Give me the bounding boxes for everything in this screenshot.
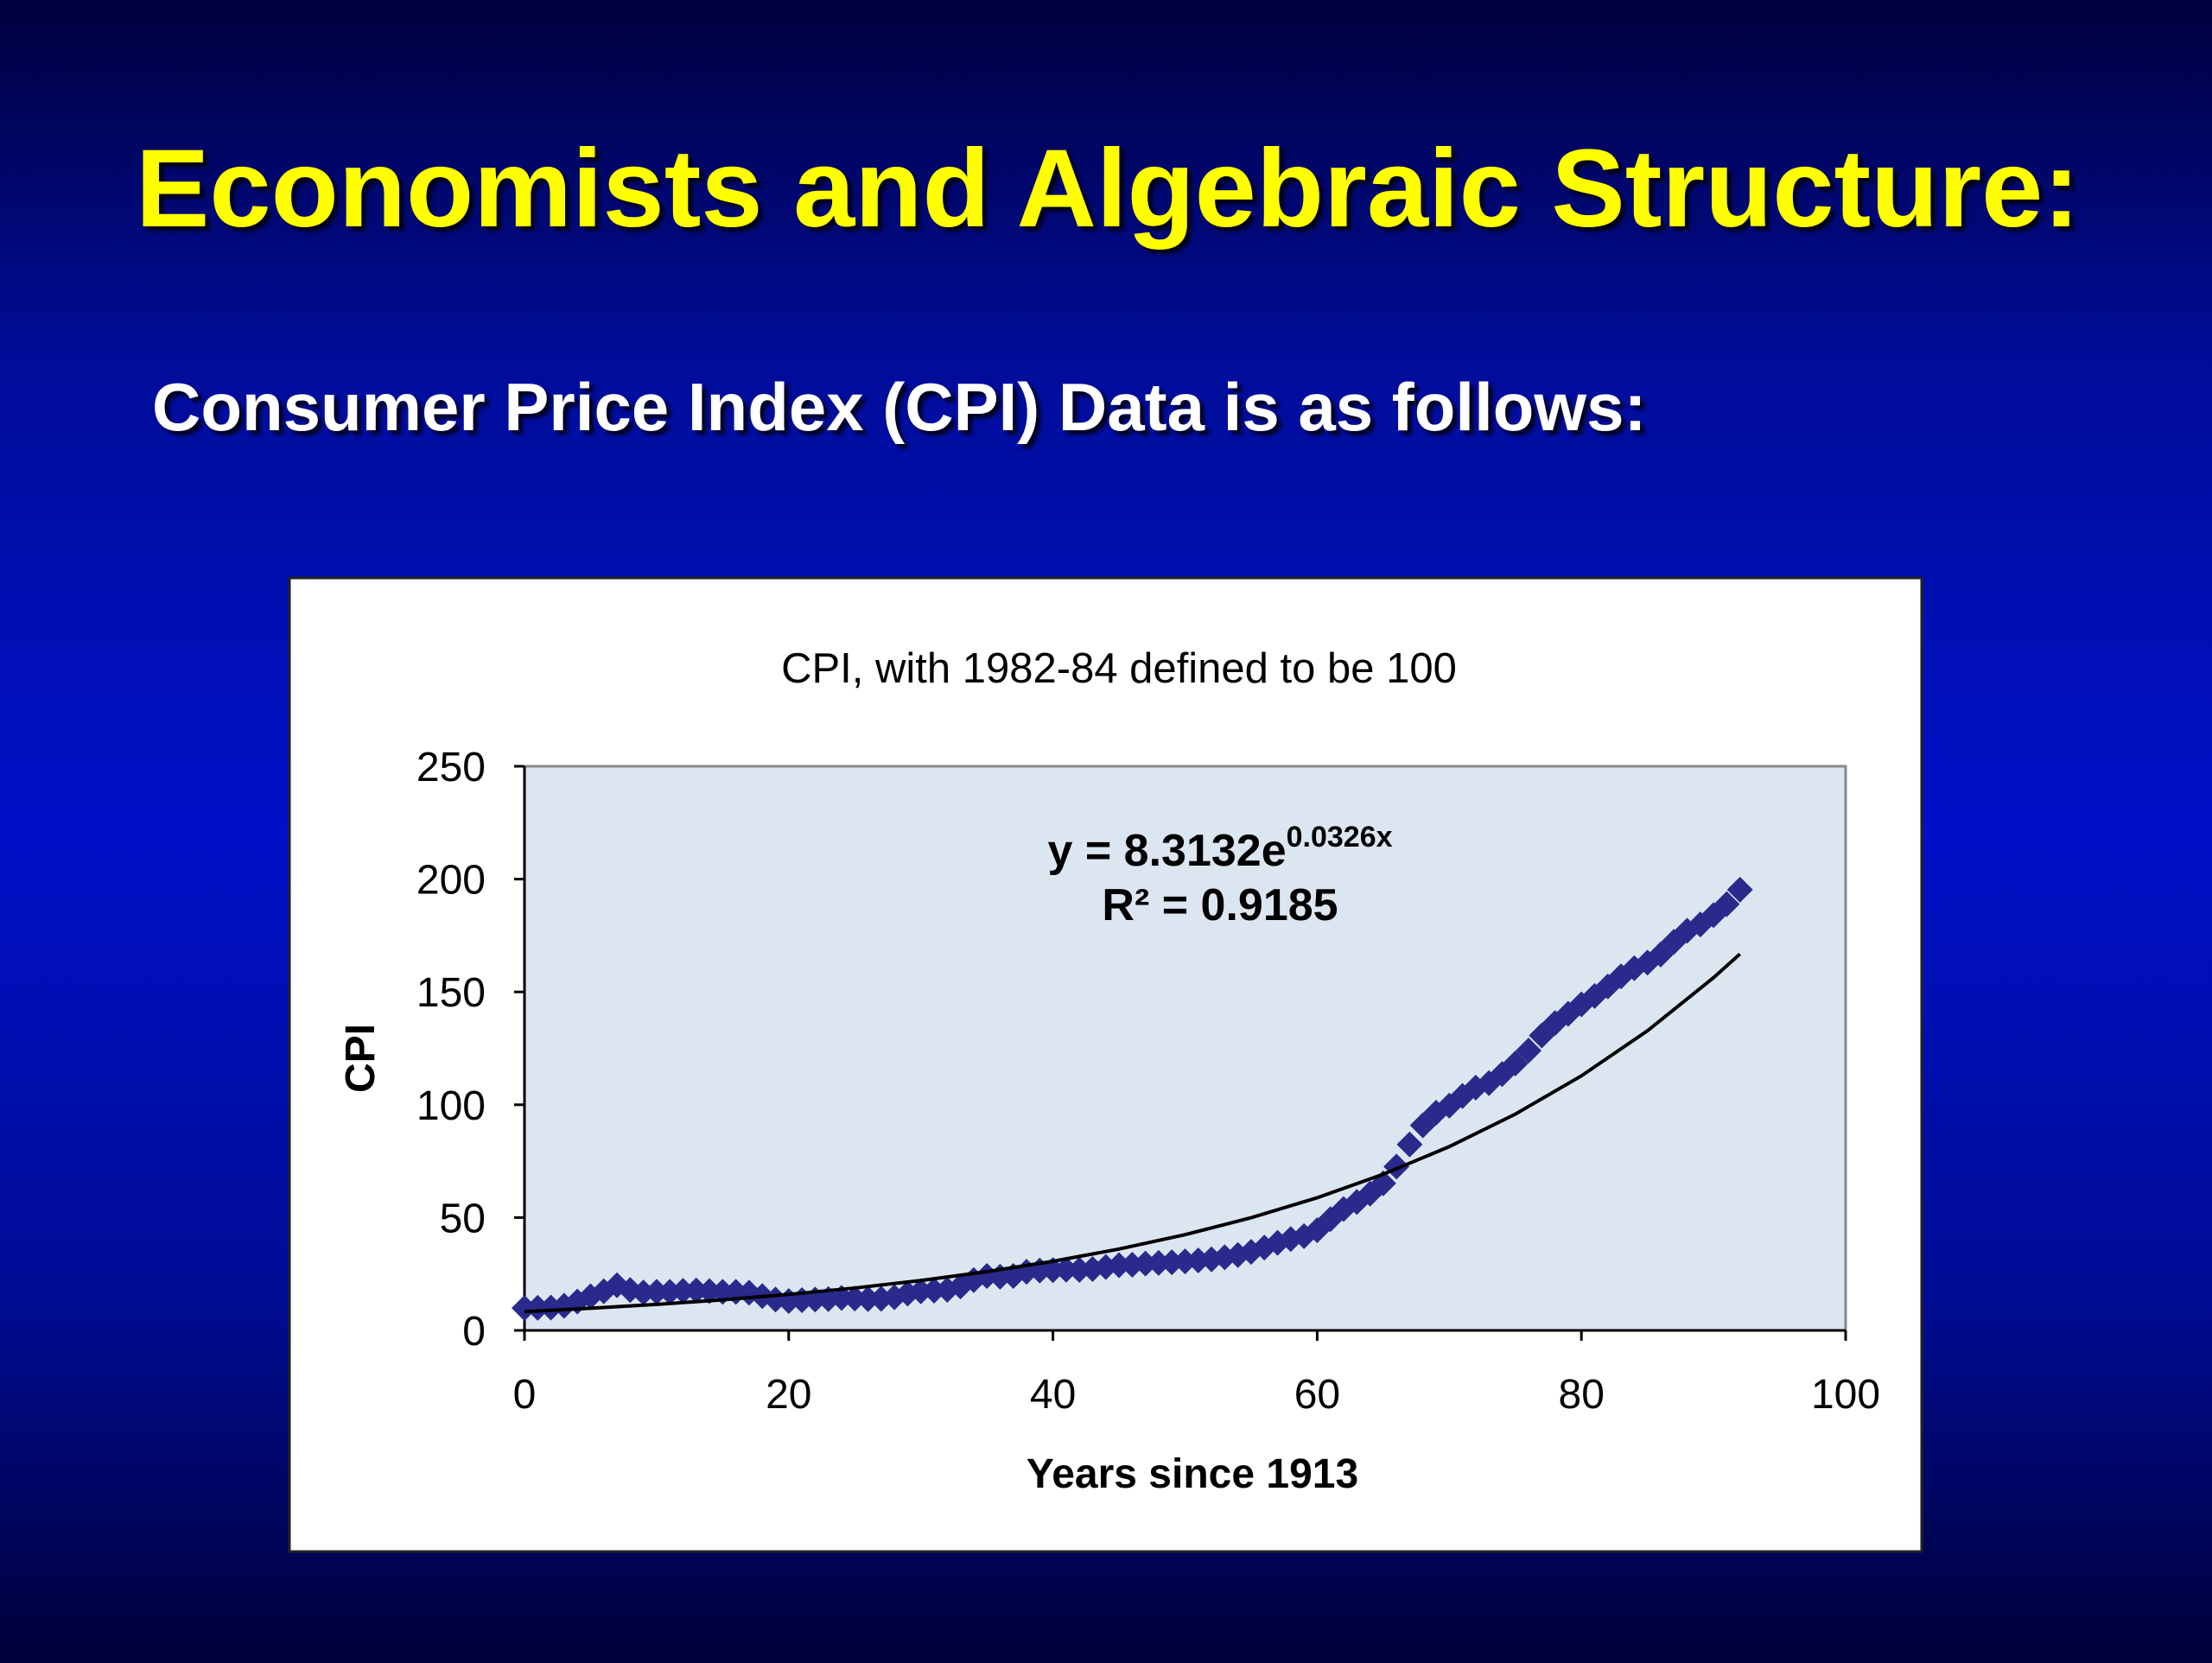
data-point [1052, 1256, 1079, 1283]
x-tick-label: 80 [1559, 1372, 1605, 1418]
data-point [855, 1285, 881, 1312]
trend-equation: y = 8.3132e0.0326x [1047, 821, 1392, 876]
slide-subtitle: Consumer Price Index (CPI) Data is as fo… [152, 369, 1646, 445]
equation-base: y = 8.3132e [1047, 826, 1286, 876]
data-point [643, 1279, 670, 1305]
x-tick-label: 60 [1294, 1372, 1340, 1418]
y-tick-label: 250 [416, 745, 486, 790]
y-tick-label: 50 [440, 1196, 486, 1241]
y-tick-label: 150 [416, 970, 486, 1016]
x-tick-label: 0 [513, 1372, 537, 1418]
data-point [524, 1294, 551, 1321]
chart-title: CPI, with 1982-84 defined to be 100 [781, 645, 1457, 692]
y-axis-title: CPI [338, 1024, 384, 1093]
r-squared: R² = 0.9185 [1102, 880, 1338, 930]
x-tick-label: 40 [1030, 1372, 1076, 1418]
y-tick-label: 100 [416, 1083, 486, 1129]
data-point [1726, 876, 1753, 903]
x-tick-label: 20 [766, 1372, 811, 1418]
data-point [1516, 1038, 1542, 1064]
x-axis-title: Years since 1913 [1027, 1451, 1358, 1497]
x-tick-label: 100 [1811, 1372, 1880, 1418]
slide-title: Economists and Algebraic Structure: [136, 127, 2080, 251]
trend-line [524, 952, 1742, 1314]
data-point [512, 1295, 537, 1322]
data-point [1502, 1050, 1529, 1077]
data-point [1713, 891, 1740, 917]
plot-area: 0 50 100 150 200 250 0 20 40 60 80 100 [416, 745, 1880, 1418]
y-tick-label: 0 [462, 1309, 486, 1355]
equation-exponent: 0.0326x [1287, 821, 1393, 854]
y-tick-label: 200 [416, 858, 486, 904]
data-point [1396, 1131, 1423, 1158]
